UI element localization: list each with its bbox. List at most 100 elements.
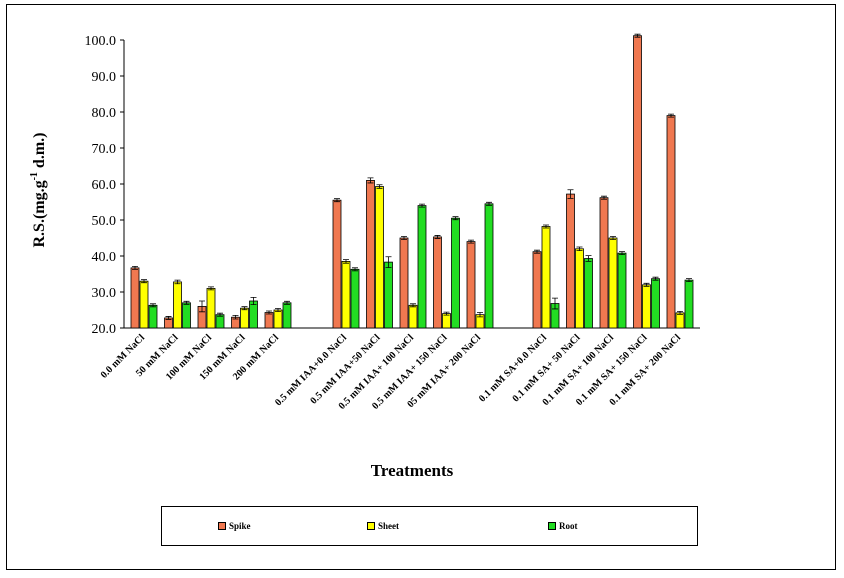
bars xyxy=(130,33,694,329)
y-tick-label: 60.0 xyxy=(92,178,117,193)
bar-sheet xyxy=(341,260,351,329)
bar-root xyxy=(584,258,593,329)
y-tick-label: 80.0 xyxy=(92,106,117,121)
bar-sheet xyxy=(139,280,149,329)
y-tick-label: 40.0 xyxy=(92,250,117,265)
legend-item-spike: Spike xyxy=(218,520,251,532)
legend-label-sheet: Sheet xyxy=(378,521,399,531)
error-bar-sheet xyxy=(643,282,650,287)
error-bar-sheet xyxy=(208,286,214,291)
bar-sheet xyxy=(642,284,651,329)
error-bar-spike xyxy=(199,300,205,313)
error-bar-sheet xyxy=(410,303,416,308)
bar-sheet xyxy=(575,248,584,329)
error-bar-sheet xyxy=(543,224,549,229)
error-bar-sheet xyxy=(174,279,181,285)
error-bar-root xyxy=(385,256,392,268)
error-bar-sheet xyxy=(141,279,147,284)
y-axis-title-main: R.S.(mg.g xyxy=(31,180,48,247)
bar-sheet xyxy=(173,281,182,329)
error-bar-sheet xyxy=(343,259,349,264)
y-axis-title: R.S.(mg.g-1 d.m.) xyxy=(29,132,48,247)
error-bar-sheet xyxy=(610,236,616,240)
x-axis-title: Treatments xyxy=(371,461,454,480)
bar-spike xyxy=(566,193,575,329)
bar-root xyxy=(684,279,694,329)
bar-sheet xyxy=(273,309,283,329)
error-bar-root xyxy=(652,276,659,281)
bar-spike xyxy=(332,199,342,329)
error-bar-root xyxy=(150,303,156,308)
y-axis-title-sup: -1 xyxy=(29,172,40,180)
error-bar-root xyxy=(686,278,692,283)
legend: Spike Sheet Root xyxy=(161,506,698,546)
bar-root xyxy=(282,302,292,329)
legend-label-spike: Spike xyxy=(229,521,251,531)
error-bar-spike xyxy=(401,236,407,240)
legend-item-sheet: Sheet xyxy=(367,520,399,532)
bar-root xyxy=(417,205,427,329)
error-bar-root xyxy=(217,312,223,317)
legend-label-root: Root xyxy=(559,521,578,531)
error-bar-spike xyxy=(601,195,607,200)
bar-spike xyxy=(666,115,676,329)
error-bar-root xyxy=(352,267,358,272)
error-bar-sheet xyxy=(376,184,383,189)
error-bar-spike xyxy=(132,265,138,270)
bar-sheet xyxy=(608,237,618,329)
bar-root xyxy=(350,268,360,329)
legend-swatch-sheet xyxy=(367,522,375,530)
bar-spike xyxy=(433,236,442,329)
bar-root xyxy=(617,252,627,329)
bar-root xyxy=(651,278,660,329)
bar-root xyxy=(249,300,258,329)
bar-spike xyxy=(366,179,375,329)
bar-sheet xyxy=(408,304,418,329)
bar-sheet xyxy=(541,226,551,329)
error-bar-root xyxy=(619,251,625,256)
error-bar-spike xyxy=(232,315,239,320)
bar-sheet xyxy=(240,307,249,329)
bar-sheet xyxy=(375,186,384,329)
bar-sheet xyxy=(206,287,216,329)
bar-spike xyxy=(466,241,476,329)
error-bar-root xyxy=(585,255,592,262)
y-tick-label: 30.0 xyxy=(92,286,117,301)
y-tick-label: 70.0 xyxy=(92,142,117,157)
bar-spike xyxy=(399,237,409,329)
bar-root xyxy=(215,314,225,329)
error-bar-sheet xyxy=(443,311,450,316)
bar-sheet xyxy=(442,313,451,329)
legend-swatch-root xyxy=(548,522,556,530)
bar-spike xyxy=(599,197,609,329)
error-bar-spike xyxy=(434,235,441,239)
bar-root xyxy=(451,217,460,329)
bar-spike xyxy=(130,267,140,329)
error-bar-sheet xyxy=(677,310,683,315)
error-bar-spike xyxy=(634,33,641,38)
error-bar-sheet xyxy=(275,308,281,312)
error-bar-root xyxy=(452,216,459,221)
error-bar-sheet xyxy=(477,312,483,318)
error-bar-sheet xyxy=(576,246,583,251)
y-tick-label: 100.0 xyxy=(85,34,117,49)
error-bar-root xyxy=(250,297,257,305)
error-bar-spike xyxy=(534,249,540,254)
y-axis-title-tail: d.m.) xyxy=(31,132,48,172)
bar-spike xyxy=(264,312,274,329)
error-bar-spike xyxy=(668,113,674,118)
bar-root xyxy=(384,261,393,329)
bar-root xyxy=(182,302,191,329)
error-bar-sheet xyxy=(241,306,248,311)
legend-item-root: Root xyxy=(548,520,578,532)
error-bar-spike xyxy=(468,239,474,244)
error-bar-spike xyxy=(165,316,172,320)
y-tick-label: 20.0 xyxy=(92,322,117,337)
bar-root xyxy=(484,203,494,329)
bar-root xyxy=(148,304,158,329)
error-bar-root xyxy=(284,300,290,305)
y-tick-label: 50.0 xyxy=(92,214,117,229)
error-bar-spike xyxy=(567,189,574,199)
bar-spike xyxy=(633,35,642,329)
